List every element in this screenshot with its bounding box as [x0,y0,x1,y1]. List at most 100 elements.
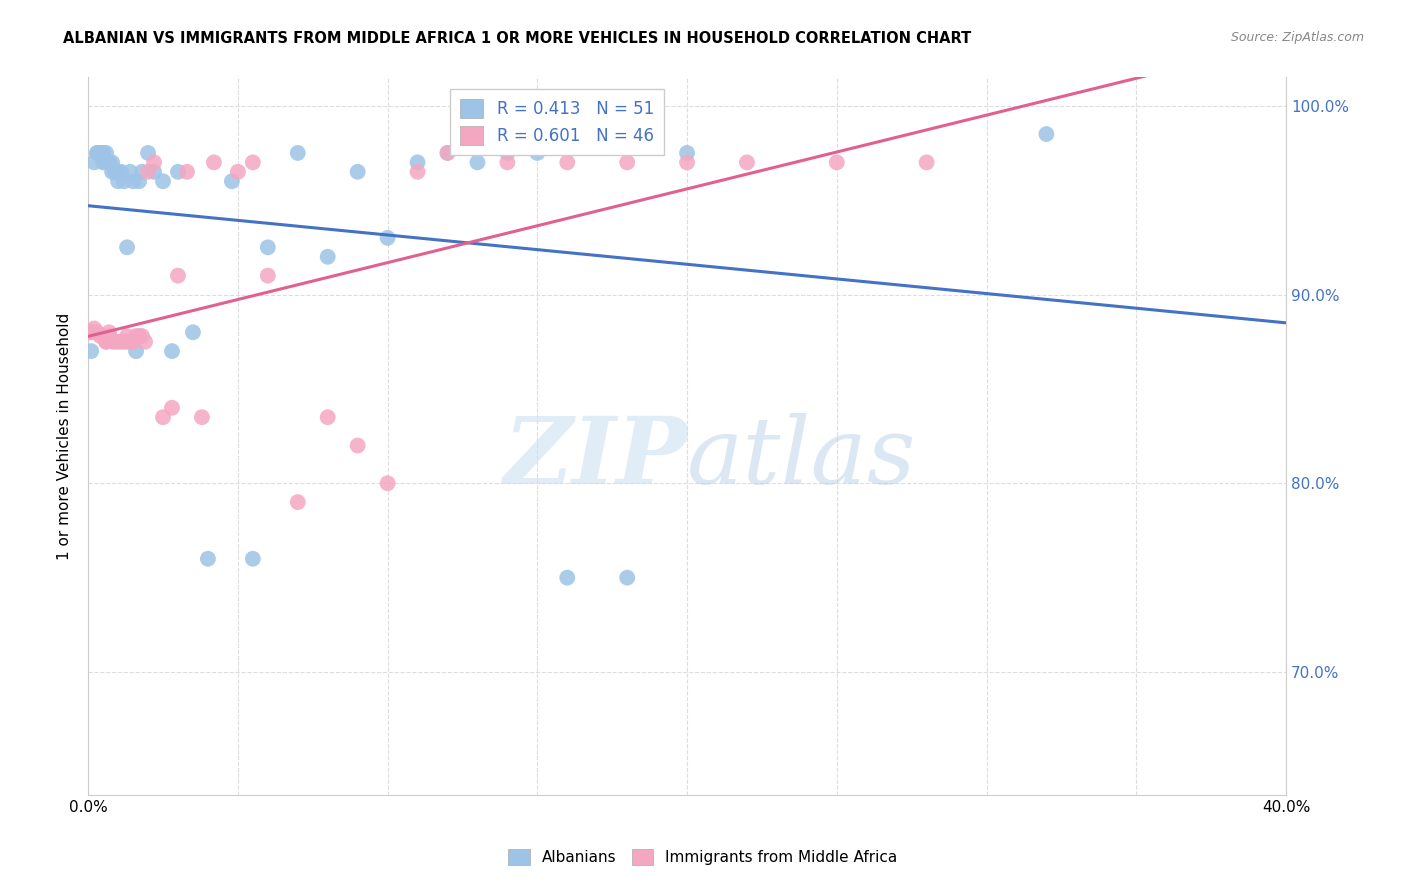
Point [94,334,117,349]
Point [242,551,264,566]
Point [152,174,174,188]
Point [101,155,124,169]
Point [915,155,938,169]
Legend: Albanians, Immigrants from Middle Africa: Albanians, Immigrants from Middle Africa [502,843,904,871]
Point [86,145,108,160]
Point [202,155,225,169]
Point [86,325,108,339]
Point [616,571,638,585]
Point [107,334,129,349]
Point [80,325,103,339]
Legend: R = 0.413   N = 51, R = 0.601   N = 46: R = 0.413 N = 51, R = 0.601 N = 46 [450,89,664,155]
Point [80,344,103,359]
Point [80,325,103,339]
Point [122,334,145,349]
Point [128,329,150,343]
Point [143,165,166,179]
Point [143,155,166,169]
Point [496,155,519,169]
Point [120,165,142,179]
Point [176,165,198,179]
Point [131,165,153,179]
Point [91,145,114,160]
Text: ZIP: ZIP [503,413,688,502]
Point [104,165,127,179]
Point [616,155,638,169]
Point [89,329,111,343]
Point [406,155,429,169]
Point [377,476,399,491]
Point [436,145,458,160]
Point [91,329,114,343]
Point [316,410,339,425]
Point [115,334,138,349]
Point [160,344,183,359]
Point [112,334,135,349]
Point [226,165,249,179]
Point [101,165,124,179]
Point [115,329,138,343]
Point [167,268,190,283]
Point [120,334,142,349]
Point [676,155,699,169]
Point [125,344,148,359]
Point [191,410,214,425]
Point [197,551,219,566]
Point [526,145,548,160]
Point [107,174,129,188]
Point [115,240,138,254]
Point [406,165,429,179]
Point [346,438,368,452]
Text: atlas: atlas [688,413,917,502]
Point [91,145,114,160]
Point [94,334,117,349]
Point [287,495,309,509]
Point [98,329,121,343]
Point [98,325,121,339]
Point [136,165,159,179]
Point [555,571,578,585]
Point [83,321,105,335]
Point [83,155,105,169]
Point [436,145,458,160]
Point [89,145,111,160]
Point [167,165,190,179]
Point [555,155,578,169]
Point [110,165,132,179]
Point [825,155,848,169]
Point [98,155,121,169]
Point [134,334,156,349]
Point [94,145,117,160]
Point [112,174,135,188]
Point [128,174,150,188]
Point [181,325,204,339]
Point [256,268,278,283]
Point [496,145,519,160]
Point [316,250,339,264]
Point [287,145,309,160]
Point [136,145,159,160]
Point [94,155,117,169]
Text: ALBANIAN VS IMMIGRANTS FROM MIDDLE AFRICA 1 OR MORE VEHICLES IN HOUSEHOLD CORREL: ALBANIAN VS IMMIGRANTS FROM MIDDLE AFRIC… [63,31,972,46]
Point [86,145,108,160]
Point [107,165,129,179]
Y-axis label: 1 or more Vehicles in Household: 1 or more Vehicles in Household [58,312,72,559]
Point [131,329,153,343]
Point [110,334,132,349]
Text: Source: ZipAtlas.com: Source: ZipAtlas.com [1230,31,1364,45]
Point [1035,127,1057,141]
Point [152,410,174,425]
Point [91,155,114,169]
Point [676,145,699,160]
Point [122,174,145,188]
Point [104,165,127,179]
Point [346,165,368,179]
Point [98,155,121,169]
Point [101,334,124,349]
Point [125,329,148,343]
Point [221,174,243,188]
Point [377,231,399,245]
Point [735,155,758,169]
Point [104,334,127,349]
Point [467,155,489,169]
